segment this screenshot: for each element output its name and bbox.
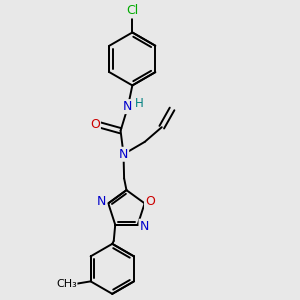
Text: O: O <box>145 195 155 208</box>
Text: Cl: Cl <box>126 4 139 17</box>
Text: CH₃: CH₃ <box>56 279 77 289</box>
Text: N: N <box>123 100 133 113</box>
Text: N: N <box>97 195 106 208</box>
Text: N: N <box>140 220 149 233</box>
Text: H: H <box>135 97 144 110</box>
Text: O: O <box>90 118 100 131</box>
Text: N: N <box>119 148 128 161</box>
